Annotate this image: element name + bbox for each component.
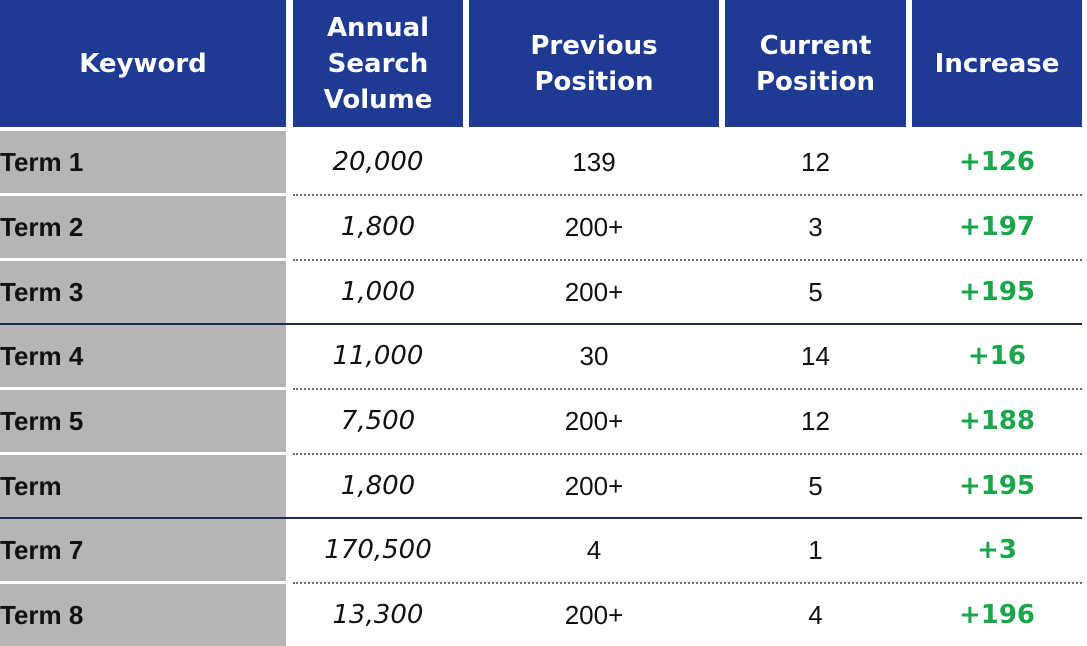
- cell-annual-search-volume: 1,000: [340, 277, 416, 307]
- cell-annual-search-volume: 20,000: [332, 147, 424, 177]
- cell-increase: +197: [958, 212, 1036, 242]
- header-keyword: Keyword: [0, 0, 286, 127]
- header-annual-search-volume: Annual Search Volume: [293, 0, 463, 127]
- cell-keyword: Term 7: [0, 519, 286, 581]
- header-current-position: Current Position: [725, 0, 906, 127]
- cell-previous-position: 200+: [564, 211, 624, 242]
- cell-annual-search-volume: 13,300: [332, 600, 424, 630]
- cell-current-position: 1: [808, 534, 823, 565]
- cell-previous-position: 200+: [564, 470, 624, 501]
- cell-annual-search-volume: 11,000: [332, 341, 424, 371]
- group-divider: [0, 323, 1082, 325]
- cell-current-position: 14: [801, 340, 830, 371]
- cell-previous-position: 200+: [564, 405, 624, 436]
- cell-annual-search-volume: 1,800: [340, 471, 416, 501]
- cell-previous-position: 30: [579, 340, 609, 371]
- group-divider: [0, 517, 1082, 519]
- cell-current-position: 5: [808, 276, 823, 307]
- row-divider: [293, 453, 1082, 455]
- cell-keyword: Term 8: [0, 584, 286, 646]
- cell-increase: +126: [958, 147, 1036, 177]
- cell-keyword: Term 3: [0, 261, 286, 323]
- cell-increase: +3: [977, 535, 1017, 565]
- cell-annual-search-volume: 170,500: [324, 535, 432, 565]
- row-divider: [293, 582, 1082, 584]
- header-previous-position: Previous Position: [469, 0, 719, 127]
- cell-keyword: Term: [0, 455, 286, 517]
- cell-current-position: 12: [801, 405, 830, 436]
- cell-keyword: Term 2: [0, 196, 286, 258]
- cell-increase: +195: [958, 277, 1036, 307]
- cell-keyword: Term 4: [0, 325, 286, 387]
- cell-previous-position: 200+: [564, 599, 624, 630]
- cell-current-position: 12: [801, 146, 830, 177]
- cell-current-position: 5: [808, 470, 823, 501]
- cell-increase: +195: [958, 471, 1036, 501]
- cell-previous-position: 4: [586, 534, 602, 565]
- row-divider: [293, 194, 1082, 196]
- cell-annual-search-volume: 1,800: [340, 212, 416, 242]
- cell-keyword: Term 1: [0, 131, 286, 193]
- row-divider: [293, 388, 1082, 390]
- row-divider: [293, 259, 1082, 261]
- cell-current-position: 4: [808, 599, 823, 630]
- cell-previous-position: 139: [572, 146, 616, 177]
- cell-increase: +196: [958, 600, 1036, 630]
- cell-current-position: 3: [808, 211, 823, 242]
- cell-keyword: Term 5: [0, 390, 286, 452]
- cell-annual-search-volume: 7,500: [340, 406, 416, 436]
- cell-increase: +16: [968, 341, 1026, 371]
- cell-previous-position: 200+: [564, 276, 624, 307]
- cell-increase: +188: [958, 406, 1036, 436]
- header-increase: Increase: [912, 0, 1082, 127]
